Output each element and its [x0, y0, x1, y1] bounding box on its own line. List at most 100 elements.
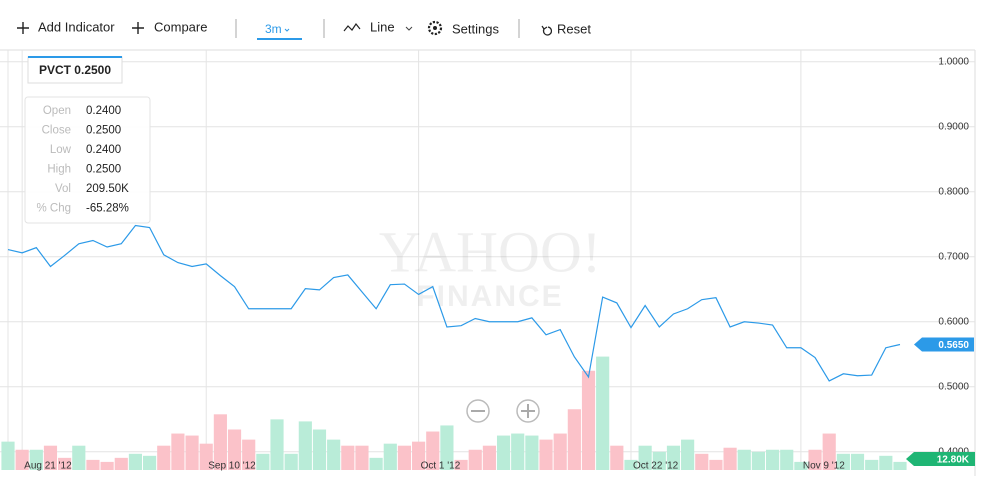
volume-bar [256, 453, 270, 470]
volume-bar [865, 459, 879, 470]
volume-bar [114, 457, 128, 470]
volume-bar [581, 370, 596, 470]
last-price-label: 0.5650 [938, 340, 969, 351]
settings-button[interactable]: Settings [427, 20, 499, 36]
volume-bar [836, 453, 850, 470]
volume-bar [709, 459, 723, 470]
volume-bar [525, 435, 539, 470]
volume-bar [199, 443, 213, 470]
quote-key: % Chg [36, 203, 71, 215]
volume-bar [298, 421, 312, 470]
watermark-line: YAHOO! [379, 219, 601, 284]
volume-bar [355, 445, 369, 470]
volume-bar [723, 447, 737, 470]
volume-bar [893, 461, 907, 470]
volume-bar [397, 445, 412, 470]
volume-bar [482, 445, 496, 470]
chart-style-button[interactable]: Line [343, 19, 413, 34]
quote-box: Open 0.2400 Close 0.2500 Low 0.2400 High 0.2500… [24, 96, 151, 224]
last-price-badge [914, 337, 974, 352]
x-tick-label: Sep 10 '12 [208, 461, 256, 472]
y-tick-label: 0.7000 [938, 251, 969, 262]
toolbar: Add Indicator Compare 3m Line Settings R… [17, 19, 591, 40]
reset-label: Reset [557, 21, 591, 36]
volume-bar [341, 445, 355, 470]
volume-bar [426, 431, 440, 470]
quote-value: 209.50K [86, 183, 129, 195]
zoom-in-button[interactable] [516, 399, 540, 423]
volume-bar [171, 433, 185, 470]
volume-bar [780, 449, 794, 470]
quote-value: 0.2400 [86, 144, 121, 156]
volume-bar [327, 439, 341, 470]
watermark-line: FINANCE [416, 280, 563, 313]
chart-style-label: Line [370, 19, 395, 34]
volume-bar [242, 439, 256, 470]
volume-bar [312, 429, 327, 470]
volume-bar [681, 439, 695, 470]
x-tick-label: Oct 1 '12 [421, 461, 461, 472]
quote-value: 0.2400 [86, 105, 121, 117]
zoom-controls [466, 399, 540, 423]
volume-bar [143, 455, 157, 470]
volume-bar [496, 435, 511, 470]
y-tick-label: 0.8000 [938, 186, 969, 197]
volume-bar [369, 457, 383, 470]
range-label: 3m [265, 22, 282, 36]
volume-bar [43, 445, 58, 470]
compare-button[interactable]: Compare [132, 19, 207, 34]
y-tick-label: 1.0000 [938, 56, 969, 67]
volume-bar [270, 419, 284, 470]
x-tick-label: Aug 21 '12 [24, 461, 72, 472]
volume-bar [879, 455, 893, 470]
last-volume-label: 12.80K [937, 455, 970, 466]
watermark: YAHOO! FINANCE [379, 219, 601, 313]
volume-bar [185, 435, 199, 470]
volume-bar [638, 445, 652, 470]
volume-bar [737, 449, 751, 470]
volume-bar [539, 439, 553, 470]
volume-bar [58, 457, 72, 470]
volume-bar [1, 441, 15, 470]
quote-key: Vol [55, 183, 71, 195]
add-indicator-label: Add Indicator [38, 19, 115, 34]
volume-bar [383, 443, 397, 470]
zoom-out-button[interactable] [466, 399, 490, 423]
volume-bar [100, 461, 114, 470]
volume-bar [15, 449, 29, 470]
volume-bar [652, 451, 666, 470]
volume-bar [567, 409, 581, 470]
volume-bar [72, 445, 86, 470]
volume-bar [128, 453, 143, 470]
symbol-price: PVCT 0.2500 [39, 63, 111, 77]
volume-bar [553, 433, 567, 470]
volume-bar [596, 356, 610, 470]
price-line-path [7, 224, 901, 382]
volume-bar [440, 425, 454, 470]
settings-label: Settings [452, 21, 499, 36]
volume-bar [227, 429, 242, 470]
volume-bar [794, 461, 808, 470]
x-tick-label: Nov 9 '12 [803, 461, 845, 472]
volume-bar [610, 445, 624, 470]
volume-bar [751, 451, 765, 470]
quote-key: Open [43, 105, 71, 117]
last-volume-badge [906, 452, 975, 466]
quote-value: 0.2500 [86, 164, 121, 176]
range-button[interactable]: 3m [257, 22, 302, 40]
y-tick-label: 0.9000 [938, 121, 969, 132]
quote-value: -65.28% [86, 203, 129, 215]
x-tick-label: Oct 22 '12 [633, 461, 679, 472]
volume-bar [157, 445, 171, 470]
volume-bar [454, 459, 468, 470]
add-indicator-button[interactable]: Add Indicator [17, 19, 115, 34]
volume-bar [468, 449, 482, 470]
y-tick-label: 0.4000 [938, 446, 969, 457]
volume-bars [1, 356, 907, 470]
reset-button[interactable]: Reset [541, 21, 591, 36]
quote-key: Close [42, 125, 71, 137]
y-tick-label: 0.5000 [938, 381, 969, 392]
compare-label: Compare [154, 19, 207, 34]
